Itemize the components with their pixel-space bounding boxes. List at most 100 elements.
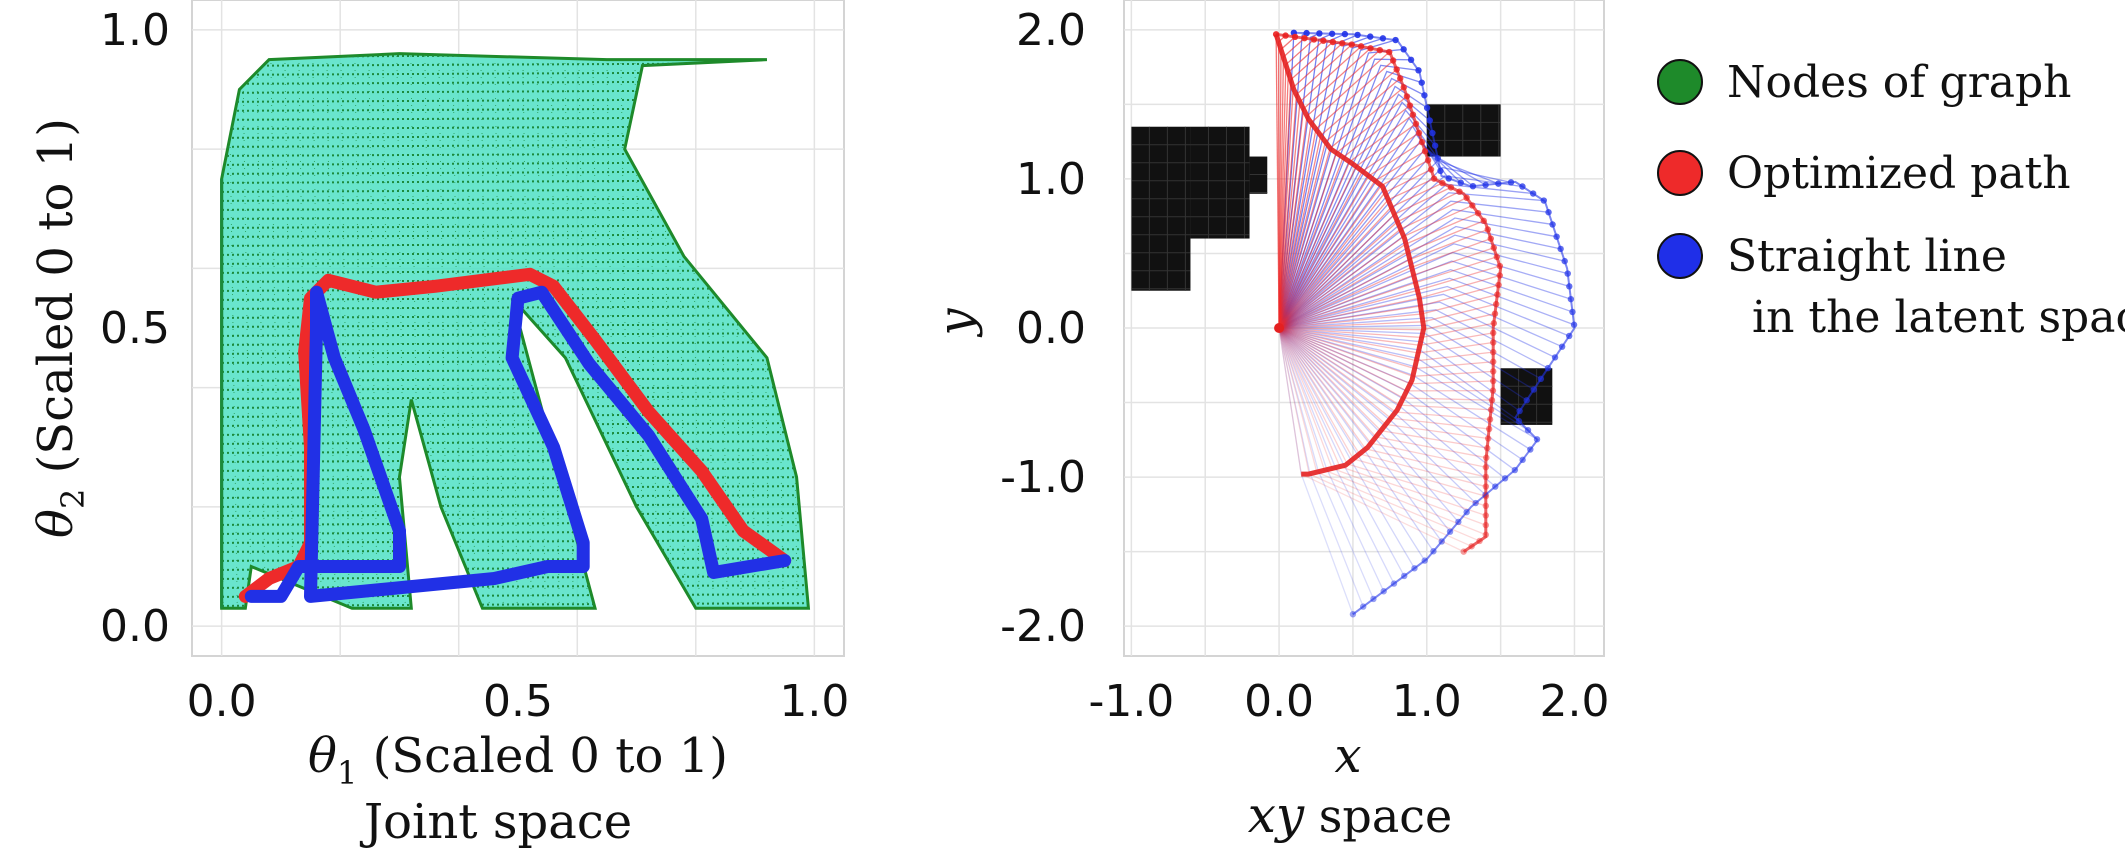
legend-label-optimized: Optimized path [1727,148,2071,199]
latent-straight-arm [1278,192,1544,329]
latent-straight-arm [1278,327,1434,552]
graph-node-column [731,53,743,609]
graph-node-row [221,251,809,256]
graph-node-row [221,422,809,427]
latent-straight-arm [1278,200,1549,329]
graph-node-row [221,242,809,247]
xy-y-tick-labels: -2.0 -1.0 0.0 1.0 2.0 [1000,5,1086,652]
legend-marker-optimized [1657,150,1703,196]
obstacle-block [1249,156,1268,194]
graph-node-row [221,80,809,85]
graph-node-column [787,53,799,609]
obstacles [1131,104,1553,425]
latent-straight-arm [1278,327,1506,479]
graph-node-row [221,62,809,67]
graph-node-column [507,53,519,609]
xy-x-tick-label: 2.0 [1539,676,1609,727]
latent-straight-arm [1278,39,1396,329]
graph-node-row [221,584,809,589]
graph-node-row [221,152,809,157]
latent-straight-arm [1278,327,1443,542]
latent-straight-arm [1278,153,1486,329]
latent-straight-arm [1278,58,1412,329]
graph-node-row [221,116,809,121]
joint-y-tick-label: 1.0 [100,5,170,56]
joint-paths [238,267,792,603]
graph-node-column [773,53,785,609]
joint-y-axis-label: θ2 (Scaled 0 to 1) [28,118,92,538]
joint-x-axis-label: θ1 (Scaled 0 to 1) [308,728,728,792]
latent-straight-arm [1278,243,1568,329]
graph-node-row [221,404,809,409]
latent-straight-arm [1278,268,1573,329]
graph-node-column [255,53,267,609]
latent-straight-arm [1278,37,1384,329]
joint-x-tick-label: 0.0 [187,676,257,727]
graph-node-column [661,53,673,609]
latent-straight-arm [1278,234,1565,329]
latent-straight-arm [1278,64,1419,329]
latent-straight-arm [1278,327,1496,488]
graph-node-row [221,179,809,184]
graph-node-column [451,53,463,609]
graph-node-row [221,494,809,499]
xy-y-tick-label: 1.0 [1016,154,1086,205]
graph-node-row [221,503,809,508]
graph-node-row [221,395,809,400]
latent-straight-arm [1278,147,1474,329]
obstacle-block [1426,104,1501,157]
graph-node-row [221,386,809,391]
graph-node-column [283,53,295,609]
latent-straight-arm [1279,316,1542,380]
legend: Nodes of graph Optimized path Straight l… [1657,57,2125,343]
optimized-tip-trajectory [1275,32,1503,553]
graph-node-row [221,260,809,265]
graph-node-row [221,71,809,76]
graph-node-row [221,98,809,103]
graph-node-row [221,557,809,562]
graph-node-row [221,521,809,526]
xy-y-tick-label: 0.0 [1016,303,1086,354]
graph-node-column [339,53,351,609]
graph-node-row [221,89,809,94]
graph-node-column [563,53,575,609]
joint-x-tick-label: 1.0 [779,676,849,727]
graph-node-column [549,53,561,609]
latent-straight-arm [1278,225,1561,329]
graph-node-row [221,170,809,175]
latent-straight-arm [1278,293,1563,348]
xy-y-axis-label: y [928,308,984,338]
graph-node-column [269,53,281,609]
graph-node-row [221,548,809,553]
graph-node-row [221,206,809,211]
obstacle-block [1131,126,1191,291]
xy-x-tick-label: 1.0 [1392,676,1462,727]
graph-node-row [221,476,809,481]
latent-straight-arm [1278,327,1486,496]
joint-y-tick-labels: 0.0 0.5 1.0 [100,5,170,652]
graph-node-column [353,53,365,609]
xy-x-tick-label: -1.0 [1088,676,1174,727]
graph-node-column [465,53,477,609]
latent-straight-arm [1278,166,1512,329]
graph-node-row [221,188,809,193]
latent-straight-arm [1278,251,1570,329]
joint-x-tick-labels: 0.0 0.5 1.0 [187,676,850,727]
graph-node-row [221,440,809,445]
graph-node-row [221,161,809,166]
latent-straight-arm [1278,77,1425,329]
latent-straight-arm [1278,327,1468,513]
graph-node-row [221,485,809,490]
latent-straight-arm [1278,36,1371,329]
graph-node-column [493,53,505,609]
arm-configurations [1272,29,1578,618]
graph-node-row [221,539,809,544]
xy-x-tick-label: 0.0 [1244,676,1314,727]
latent-straight-arm [1278,327,1477,504]
graph-node-row [221,233,809,238]
latent-straight-arm [1278,101,1433,329]
latent-straight-arm [1278,327,1451,533]
obstacle-block [1500,368,1553,425]
graph-node-row [221,197,809,202]
